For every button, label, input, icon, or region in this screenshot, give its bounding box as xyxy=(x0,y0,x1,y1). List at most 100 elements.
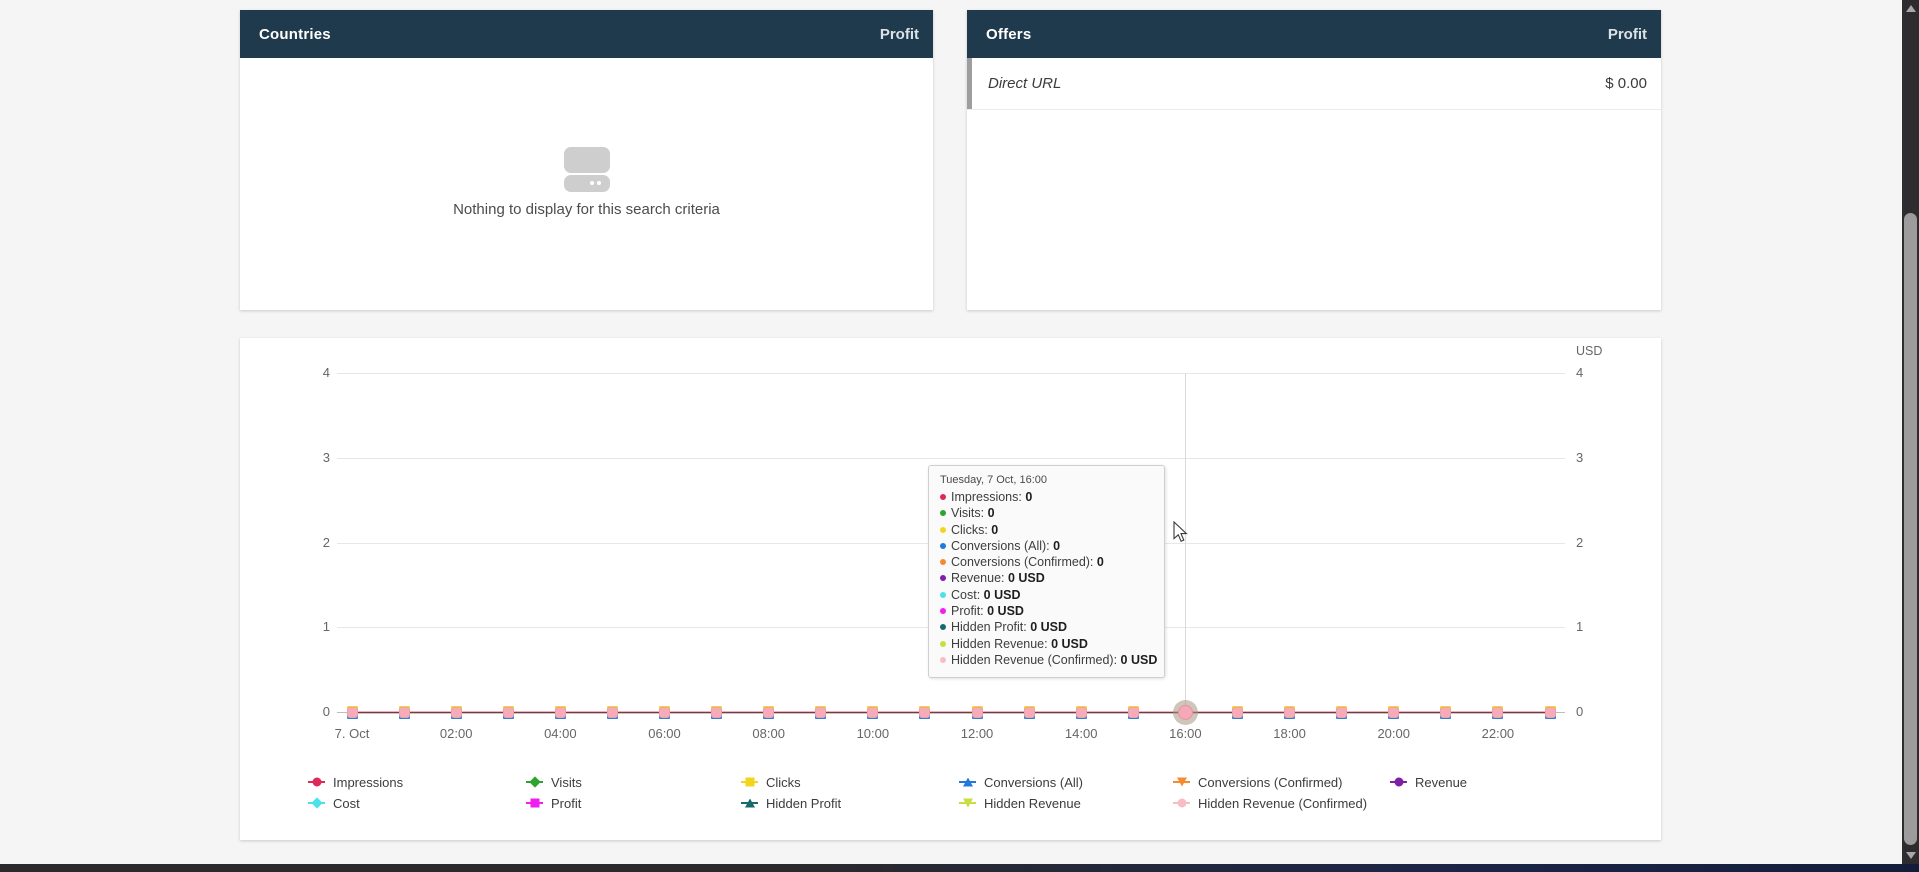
legend-label: Hidden Profit xyxy=(766,795,842,811)
data-point-marker[interactable] xyxy=(346,705,358,719)
gridline xyxy=(337,373,1565,374)
legend-item[interactable]: Clicks xyxy=(741,774,801,790)
legend-item[interactable]: Cost xyxy=(308,795,360,811)
countries-panel: Countries Profit Nothing to display for … xyxy=(240,10,933,310)
legend-item[interactable]: Impressions xyxy=(308,774,403,790)
data-point-marker[interactable] xyxy=(1388,705,1400,719)
chart-panel: 0 0 1 1 2 2 3 3 4 4 7. Oct 02:00 04:00 06:00 08:00 10:0… xyxy=(240,338,1661,840)
tooltip-item: Clicks: 0 xyxy=(940,522,1154,538)
vertical-scrollbar[interactable] xyxy=(1902,0,1919,872)
legend-label: Hidden Revenue (Confirmed) xyxy=(1198,795,1368,811)
legend-marker-diamond-icon xyxy=(308,797,325,809)
legend-item[interactable]: Hidden Profit xyxy=(741,795,841,811)
legend-marker-circle-icon xyxy=(1173,798,1190,808)
countries-empty-state: Nothing to display for this search crite… xyxy=(240,147,933,218)
tooltip-series-dot-icon xyxy=(940,608,946,615)
tooltip-item: Impressions: 0 xyxy=(940,489,1154,505)
scrollbar-thumb[interactable] xyxy=(1904,213,1917,845)
gridline xyxy=(337,457,1565,459)
legend-item[interactable]: Revenue xyxy=(1390,774,1467,790)
x-axis-label: 22:00 xyxy=(1481,726,1515,741)
y-axis-unit-label: USD xyxy=(1576,344,1603,358)
countries-title: Countries xyxy=(259,25,331,43)
tooltip-series-dot-icon xyxy=(940,640,946,647)
tooltip-item: Revenue: 0 USD xyxy=(940,570,1154,586)
tooltip-series-dot-icon xyxy=(940,559,946,566)
legend-label: Impressions xyxy=(333,774,404,790)
data-point-marker[interactable] xyxy=(815,705,827,719)
x-axis-label: 02:00 xyxy=(439,726,473,741)
data-point-marker[interactable] xyxy=(711,705,723,719)
data-point-marker[interactable] xyxy=(1544,705,1556,719)
legend-item[interactable]: Hidden Revenue (Confirmed) xyxy=(1173,795,1367,811)
legend-item[interactable]: Hidden Revenue xyxy=(959,795,1081,811)
tooltip-series-dot-icon xyxy=(940,510,946,517)
data-point-marker[interactable] xyxy=(1075,705,1087,719)
data-point-marker[interactable] xyxy=(1231,705,1243,719)
data-point-marker[interactable] xyxy=(867,705,879,719)
data-point-marker[interactable] xyxy=(763,705,775,719)
data-point-marker[interactable] xyxy=(1127,705,1139,719)
legend-marker-circle-icon xyxy=(308,777,325,787)
x-axis-label: 08:00 xyxy=(752,726,785,741)
data-point-marker[interactable] xyxy=(606,705,618,719)
data-point-marker[interactable] xyxy=(659,705,671,719)
legend-marker-square-icon xyxy=(741,777,758,787)
scroll-up-arrow-icon[interactable] xyxy=(1905,5,1916,12)
data-point-marker[interactable] xyxy=(971,705,983,719)
legend-item[interactable]: Profit xyxy=(526,795,581,811)
data-point-marker[interactable] xyxy=(502,705,514,719)
y-axis-label-left: 2 xyxy=(322,534,330,550)
hovered-data-point[interactable] xyxy=(1177,704,1193,720)
data-point-marker[interactable] xyxy=(450,705,462,719)
legend-label: Profit xyxy=(551,795,582,811)
data-point-marker[interactable] xyxy=(1336,705,1348,719)
tooltip-item: Hidden Revenue (Confirmed): 0 USD xyxy=(940,652,1157,668)
legend-item[interactable]: Visits xyxy=(526,774,582,790)
offer-row-direct-url[interactable]: Direct URL $ 0.00 xyxy=(967,58,1661,110)
legend-label: Revenue xyxy=(1415,774,1468,790)
tooltip-item: Conversions (All): 0 xyxy=(940,538,1154,554)
scroll-down-arrow-icon[interactable] xyxy=(1905,852,1916,859)
x-axis-label: 7. Oct xyxy=(334,726,370,741)
y-axis-label-right: 2 xyxy=(1576,534,1584,550)
tooltip-series-dot-icon xyxy=(940,526,946,533)
chart-tooltip: Tuesday, 7 Oct, 16:00 Impressions: 0 Visi… xyxy=(928,465,1165,679)
x-axis-label: 04:00 xyxy=(544,726,577,741)
legend-marker-tri-down-icon xyxy=(959,798,976,808)
legend-item[interactable]: Conversions (All) xyxy=(959,774,1083,790)
legend-item[interactable]: Conversions (Confirmed) xyxy=(1173,774,1343,790)
countries-metric-header[interactable]: Profit xyxy=(879,25,919,43)
data-point-marker[interactable] xyxy=(1440,705,1452,719)
legend-marker-tri-up-icon xyxy=(741,798,758,808)
y-axis-label-right: 0 xyxy=(1576,704,1584,719)
tooltip-series-dot-icon xyxy=(940,494,946,500)
legend-label: Conversions (All) xyxy=(984,774,1083,790)
offers-metric-header[interactable]: Profit xyxy=(1607,25,1647,43)
no-data-icon xyxy=(240,147,933,192)
x-axis-label: 06:00 xyxy=(648,726,681,741)
data-point-marker[interactable] xyxy=(554,705,566,719)
offer-row-accent-bar xyxy=(967,58,972,109)
data-point-marker[interactable] xyxy=(398,705,410,719)
data-point-marker[interactable] xyxy=(1492,705,1504,719)
x-axis-label: 20:00 xyxy=(1377,726,1410,741)
x-axis-label: 16:00 xyxy=(1169,726,1202,741)
tooltip-item: Hidden Revenue: 0 USD xyxy=(940,636,1154,652)
offer-name: Direct URL xyxy=(988,75,1062,92)
tooltip-item: Cost: 0 USD xyxy=(940,587,1154,603)
series-line-zero xyxy=(352,710,1550,714)
data-point-marker[interactable] xyxy=(919,705,931,719)
legend-label: Conversions (Confirmed) xyxy=(1198,774,1343,790)
tooltip-series-dot-icon xyxy=(940,542,946,549)
x-axis-label: 10:00 xyxy=(856,726,890,741)
data-point-marker[interactable] xyxy=(1023,705,1035,719)
tooltip-item: Hidden Profit: 0 USD xyxy=(940,619,1154,635)
offers-panel: Offers Profit Direct URL $ 0.00 xyxy=(967,10,1661,310)
countries-panel-header: Countries Profit xyxy=(240,10,933,58)
bottom-edge-bar xyxy=(0,864,1919,872)
data-point-marker[interactable] xyxy=(1284,705,1296,719)
y-axis-label-left: 1 xyxy=(322,619,330,635)
y-axis-label-right: 3 xyxy=(1576,449,1584,465)
tooltip-item: Visits: 0 xyxy=(940,505,1154,521)
